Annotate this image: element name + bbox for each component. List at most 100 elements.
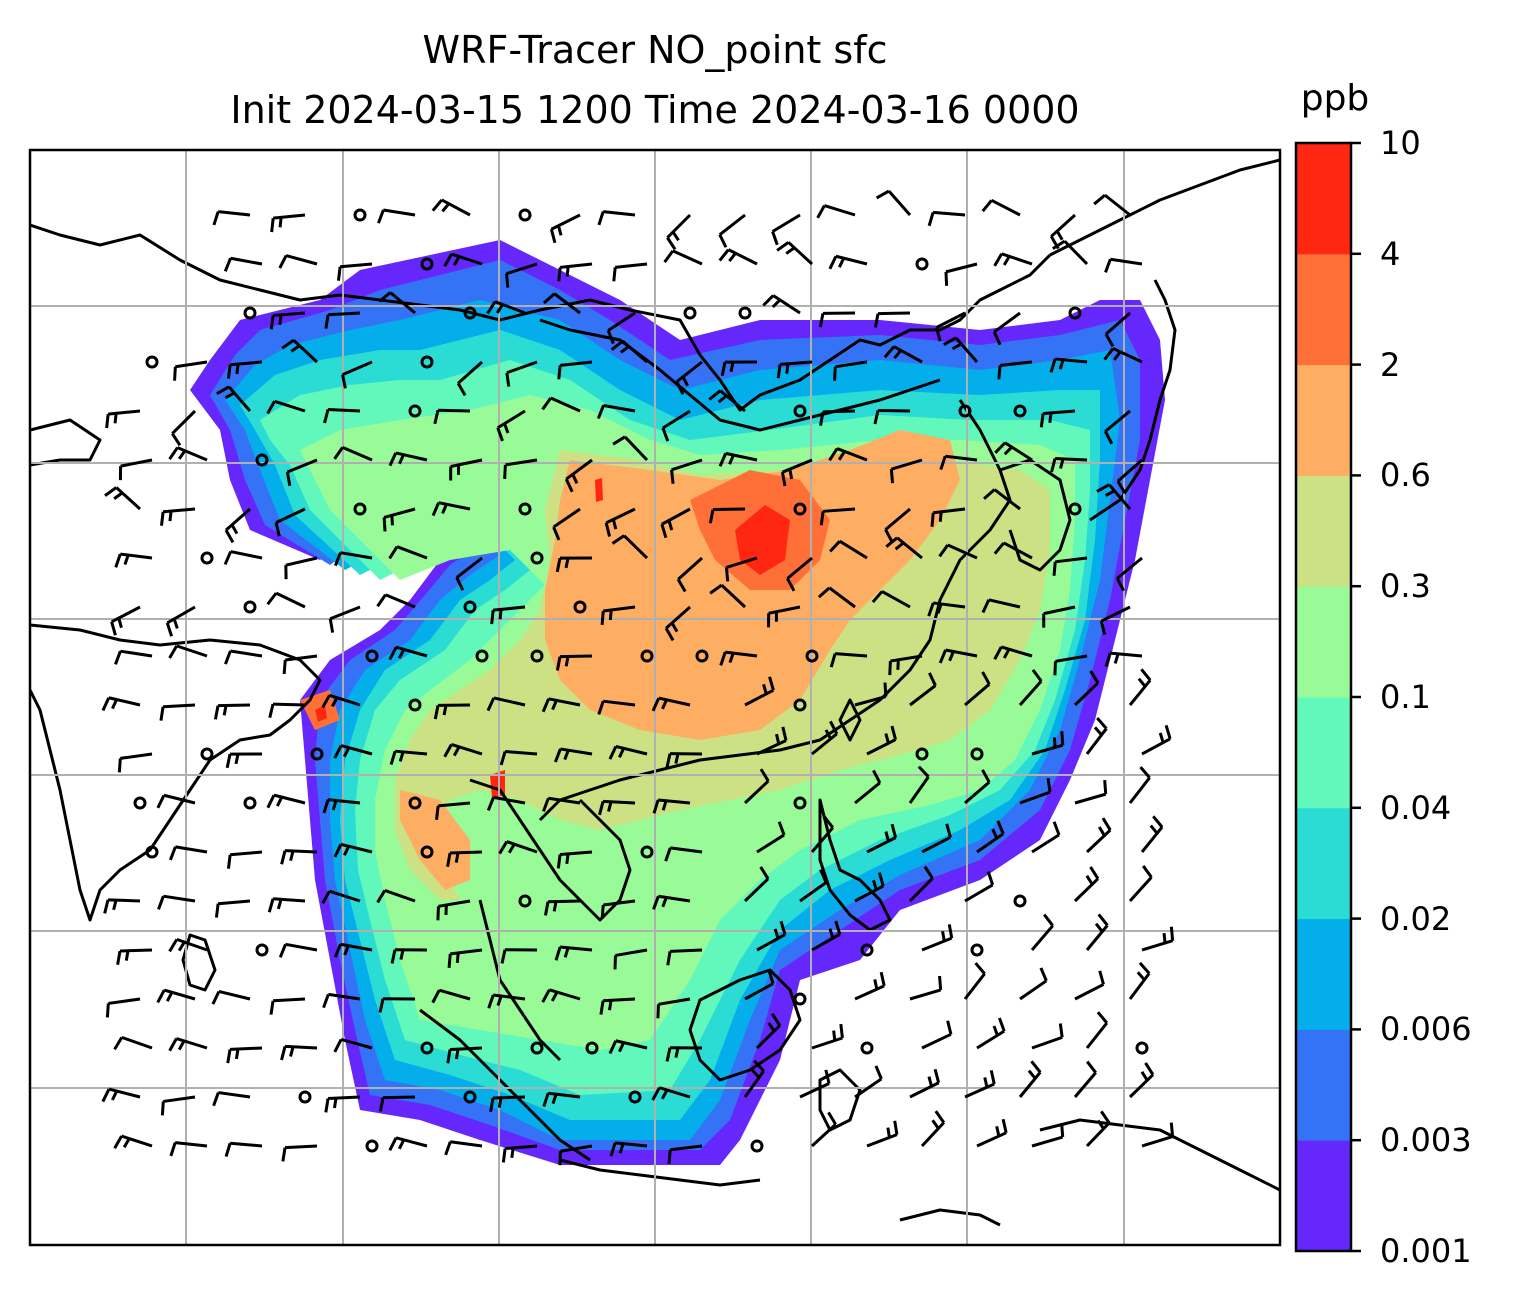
wind-barb-flag [564,557,570,569]
wind-barb-shaft [854,1077,883,1099]
wind-barb-shaft [493,605,526,612]
wind-barb [854,682,888,707]
wind-barb-shaft [854,984,885,1001]
wind-barb-shaft [1055,357,1088,364]
wind-barb [718,451,758,467]
wind-barb-shaft [1100,605,1131,623]
wind-barb-shaft [274,399,306,413]
wind-barb [118,458,153,481]
wind-barb-flag [661,699,668,710]
wind-barb-flag [289,1046,295,1057]
wind-barb [376,889,416,904]
wind-barb-shaft [1050,213,1077,238]
wind-barb-flag [981,671,991,685]
wind-barb [168,644,208,659]
wind-barb [873,311,911,328]
wind-barb-shaft [119,948,153,953]
wind-barb [159,507,196,526]
wind-barb-flag [599,1000,605,1015]
wind-barb-flag [1096,1011,1109,1024]
wind-barb-flag [665,753,672,768]
wind-barb-flag [490,610,495,625]
wind-barb-shaft [449,850,483,855]
wind-barb-flag [1158,732,1165,744]
wind-barb-shaft [163,793,196,805]
wind-barb-flag [889,469,895,484]
wind-barb-shaft [799,1082,830,1099]
wind-barb [216,385,252,412]
wind-barb [1128,1062,1155,1099]
wind-barb-flag [377,209,385,224]
wind-barb-flag [226,854,232,869]
wind-barb-flag [280,1046,287,1061]
wind-barb-shaft [285,556,318,567]
wind-barb-flag [664,627,675,642]
wind-barb-shaft [964,1082,995,1099]
wind-barb [597,210,636,226]
wind-barb-flag [110,621,117,636]
wind-barb-flag [498,609,503,620]
wind-barb-flag [829,540,841,553]
wind-barb-flag [398,751,405,762]
wind-barb [443,252,483,267]
wind-barb [541,988,581,1003]
wind-barb [554,747,593,763]
wind-barb [1093,193,1131,217]
wind-barb-shaft [890,458,923,471]
map-panel [30,150,1280,1245]
wind-barb [433,408,471,425]
wind-barb-shaft [560,945,593,952]
wind-barb-flag [552,901,558,912]
wind-barb [799,1069,831,1099]
wind-barb-flag [436,906,440,921]
wind-barb-flag [496,995,503,1006]
wind-barb-flag [1027,1069,1037,1080]
wind-barb-shaft [108,696,141,707]
wind-barb-shaft [658,997,691,1006]
wind-barb-flag [608,1000,613,1011]
wind-barb-flag [762,683,768,695]
wind-barb-flag [948,650,955,662]
wind-barb-flag [838,257,846,268]
wind-barb [270,213,306,233]
wind-barb-flag [607,801,613,812]
wind-barb-flag [486,796,495,811]
wind-barb-flag [499,751,507,766]
wind-barb [1103,409,1131,445]
wind-barb-shaft [1018,680,1043,706]
wind-barb-flag [674,753,680,764]
wind-barb-shaft [1140,826,1164,853]
wind-barb-flag [986,871,995,886]
wind-barb [993,252,1033,267]
wind-barb [1031,821,1061,854]
wind-barb-shaft [450,948,483,956]
wind-barb-flag [894,541,905,551]
wind-barb-flag [660,523,668,539]
wind-barb-calm [365,1139,379,1153]
wind-barb [964,671,991,707]
wind-barb [612,435,649,462]
wind-barb-shaft [108,997,141,1005]
wind-barb [446,1046,483,1064]
wind-barb-flag [989,1069,996,1085]
wind-barb-calm [640,845,654,859]
colorbar-band-9 [1296,143,1351,255]
wind-barb [223,550,263,566]
wind-barb [938,648,978,664]
wind-barb-shaft [603,699,636,707]
wind-barb-flag [871,879,878,891]
wind-barb-shaft [1128,972,1151,1000]
wind-barb [505,360,538,387]
wind-barb [666,948,703,966]
wind-barb-flag [1053,661,1057,676]
wind-barb [819,507,856,526]
wind-barb-flag [612,267,617,282]
gridlines [30,150,1280,1245]
wind-barb-flag [274,522,281,537]
wind-barb [1053,654,1088,676]
wind-barb-shaft [1116,556,1143,580]
wind-barb-shaft [615,948,648,957]
wind-barb-flag [225,753,232,769]
wind-barb-shaft [163,894,196,903]
wind-barb-flag [234,753,240,765]
